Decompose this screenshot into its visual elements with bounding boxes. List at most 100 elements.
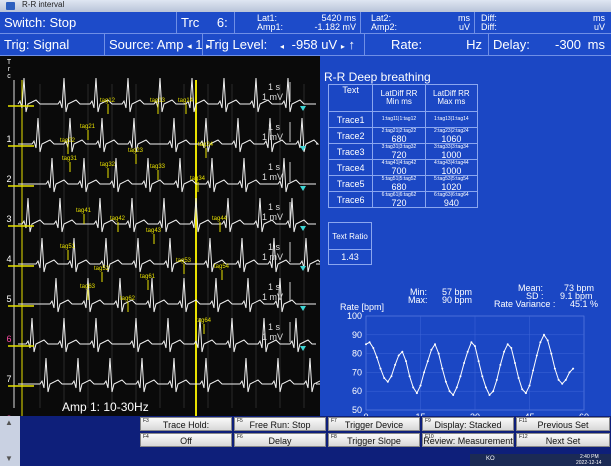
- fkey-f9-button[interactable]: F9 Display: Stacked: [422, 417, 514, 431]
- rate-point: [466, 350, 469, 353]
- fkey-caption: Review: Measurement: [423, 436, 513, 446]
- amp2-unit: uV: [458, 22, 470, 32]
- trc-number: 6:: [216, 15, 228, 30]
- source-field[interactable]: Source: Amp ◂ 1 ▸: [104, 34, 211, 55]
- scale-volt-label: 1 mV: [262, 132, 283, 142]
- delay-field[interactable]: Delay: -300 ms: [488, 34, 611, 55]
- chevron-right-icon[interactable]: ▸: [340, 42, 345, 51]
- ecg-trace-5: [18, 237, 324, 273]
- fkey-caption: Trigger Device: [344, 420, 404, 430]
- y-tick-label: 80: [352, 349, 362, 359]
- tag-label: tag43: [146, 228, 162, 234]
- arrow-down-icon[interactable]: ▼: [5, 454, 13, 463]
- rate-point: [448, 390, 451, 393]
- rate-point: [459, 375, 462, 378]
- scale-volt-label: 1 mV: [262, 172, 283, 182]
- rate-point: [568, 371, 571, 374]
- window-titlebar: R-R interval: [0, 0, 611, 12]
- rate-point: [499, 363, 502, 366]
- delay-unit: ms: [587, 37, 605, 52]
- fkey-f5-button[interactable]: F5 Free Run: Stop: [234, 417, 326, 431]
- scale-time-label: 1 s: [268, 82, 281, 92]
- chevron-left-icon[interactable]: ◂: [280, 42, 285, 51]
- trig-level-value: -958 uV: [291, 37, 338, 52]
- fkey-f6-button[interactable]: F6 Delay: [234, 433, 326, 447]
- language-indicator[interactable]: KO: [486, 456, 495, 462]
- rate-point: [488, 394, 491, 396]
- clock-time[interactable]: 2:40 PM: [580, 454, 599, 460]
- report-title: R-R Deep breathing: [324, 70, 431, 84]
- scrollbar[interactable]: ▲ ▼: [0, 416, 20, 466]
- rate-point: [492, 390, 495, 393]
- scale-volt-label: 1 mV: [262, 212, 283, 222]
- scale-time-label: 1 s: [268, 322, 281, 332]
- tag-label: tag64: [196, 318, 212, 324]
- ecg-trace-7: [18, 317, 316, 353]
- fkey-label: F10: [425, 434, 434, 440]
- tag-label: tag34: [190, 176, 206, 182]
- diff-lat-label: Diff:: [481, 13, 497, 23]
- delay-value: -300: [555, 37, 582, 52]
- x-tick-label: 30: [470, 412, 480, 416]
- trace-column-header: T r c: [6, 59, 12, 80]
- fkey-f11-button[interactable]: F11 Previous Set: [516, 417, 610, 431]
- variance-value: 45.1 %: [570, 299, 599, 309]
- tag-label: tag54: [214, 264, 230, 270]
- rate-point: [553, 367, 556, 370]
- lat2-unit: ms: [458, 13, 470, 23]
- rate-point: [561, 382, 564, 385]
- fkey-f3-button[interactable]: F3 Trace Hold:: [140, 417, 232, 431]
- marker-triangle: [300, 306, 306, 311]
- tag-label: tag21: [80, 124, 96, 130]
- scale-volt-label: 1 mV: [262, 292, 283, 302]
- x-tick-label: 15: [415, 412, 425, 416]
- measurement-toolbar: Switch: Stop Trc 6: Lat1: Amp1: 5420 ms …: [0, 12, 611, 34]
- tag-label: tag53: [176, 258, 192, 264]
- rate-point: [397, 354, 400, 357]
- rate-point: [455, 386, 458, 389]
- rate-point: [550, 352, 553, 355]
- rate-point: [543, 333, 545, 336]
- diff-lat-unit: ms: [593, 13, 605, 23]
- fkey-f7-button[interactable]: F7 Trigger Device: [328, 417, 420, 431]
- sd-value: 9.1 bpm: [560, 291, 593, 301]
- fkey-f8-button[interactable]: F8 Trigger Slope: [328, 433, 420, 447]
- y-tick-label: 60: [352, 386, 362, 396]
- fkey-f10-button[interactable]: F10 Review: Measurement: [422, 433, 514, 447]
- sd-label: SD :: [526, 291, 544, 301]
- rate-unit: Hz: [466, 37, 482, 52]
- x-tick-label: 0: [363, 412, 368, 416]
- tag-label: tag61: [140, 274, 156, 280]
- rate-point: [452, 394, 455, 396]
- trace-selector[interactable]: Trc 6:: [176, 12, 234, 33]
- tag-label: tag12: [100, 98, 116, 104]
- arrow-up-icon[interactable]: ▲: [5, 418, 13, 427]
- rate-point: [368, 341, 371, 344]
- max-cell: 1:tag13|1:tag14: [424, 111, 479, 128]
- trig-level-field[interactable]: ◂ -958 uV ▸ ↑: [276, 34, 364, 55]
- fkey-f4-button[interactable]: F4 Off: [140, 433, 232, 447]
- trigger-mode-field[interactable]: Trig: Signal: [4, 37, 70, 52]
- fkey-f12-button[interactable]: F12 Next Set: [516, 433, 610, 447]
- rate-point: [477, 360, 480, 363]
- report-panel: R-R Deep breathing Text LatDiff RR Min m…: [320, 56, 611, 416]
- taskbar-tray: KO 2:40 PM 2022-12-14: [470, 454, 611, 466]
- chevron-left-icon[interactable]: ◂: [187, 41, 192, 51]
- ecg-trace-6: [18, 277, 316, 313]
- rate-point: [528, 384, 531, 387]
- trace-name-cell: Trace4: [327, 159, 374, 176]
- tag-label: tag13: [150, 98, 166, 104]
- fkey-caption: Display: Stacked: [434, 420, 502, 430]
- clock-date[interactable]: 2022-12-14: [576, 460, 602, 466]
- chevron-right-icon[interactable]: ▸: [206, 41, 211, 51]
- fkey-caption: Next Set: [545, 436, 581, 446]
- mean-value: 73 bpm: [564, 283, 595, 293]
- rate-field[interactable]: Rate: Hz: [364, 34, 488, 55]
- fkey-caption: Free Run: Stop: [249, 420, 311, 430]
- app-icon: [6, 2, 15, 10]
- rate-point: [539, 341, 542, 344]
- switch-field[interactable]: Switch: Stop: [4, 15, 77, 30]
- col-min: LatDiff RR Min ms: [372, 84, 426, 112]
- max-cell: 4:tag43|4:tag44 1000: [424, 159, 479, 176]
